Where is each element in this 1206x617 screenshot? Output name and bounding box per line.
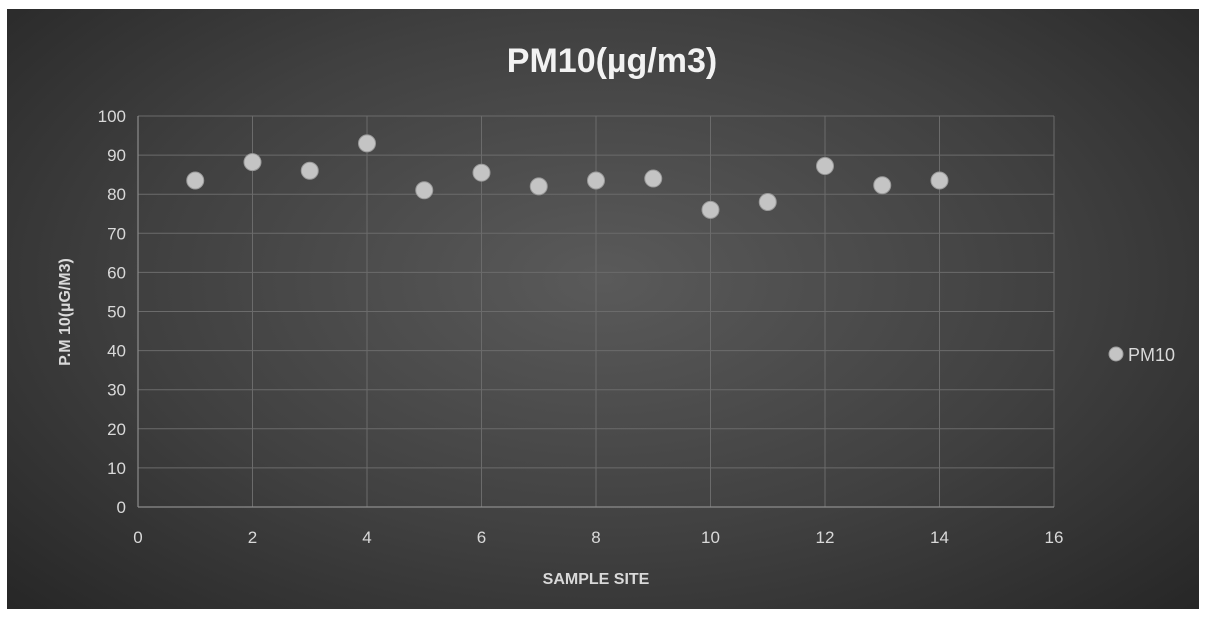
data-point [930,171,949,190]
x-tick-label: 10 [701,528,720,547]
data-point [758,193,777,212]
x-tick-label: 6 [477,528,486,547]
data-point [816,157,834,176]
y-tick-label: 70 [107,224,126,243]
chart-area [7,9,1199,609]
legend-label: PM10 [1128,345,1175,365]
y-tick-label: 0 [117,498,126,517]
y-tick-label: 50 [107,303,126,322]
legend: PM10 [1108,345,1175,365]
axes [137,116,1054,508]
x-tick-label: 8 [591,528,600,547]
y-tick-label: 60 [107,263,126,282]
data-point [529,177,548,196]
y-tick-label: 10 [107,459,126,478]
data-point [300,161,319,180]
data-point [587,171,605,190]
y-tick-label: 30 [107,381,126,400]
data-point [186,171,205,190]
x-tick-label: 16 [1045,528,1064,547]
data-point [472,163,491,182]
x-tick-label: 2 [248,528,257,547]
legend-marker [1108,346,1124,362]
data-point [243,153,262,172]
data-point [644,169,663,188]
tick-labels: 0 10 20 30 40 50 60 70 80 90 100 0 2 4 6 8 10 12 14 16 [98,107,1064,547]
y-tick-label: 90 [107,146,126,165]
y-tick-label: 40 [107,342,126,361]
gridlines [138,115,1055,507]
data-point [358,134,376,153]
y-axis-title: P.M 10(µG/M3) [57,258,74,366]
y-tick-label: 80 [107,185,126,204]
x-axis-title: SAMPLE SITE [543,571,650,588]
x-tick-label: 4 [362,528,371,547]
data-point [873,176,892,195]
chart-title: PM10(µg/m3) [507,42,717,80]
y-tick-label: 100 [98,107,126,126]
x-tick-label: 0 [133,528,142,547]
data-points [186,134,949,219]
data-point [701,200,720,219]
data-point [415,181,434,200]
y-tick-label: 20 [107,420,126,439]
x-tick-label: 14 [930,528,949,547]
x-tick-label: 12 [816,528,835,547]
